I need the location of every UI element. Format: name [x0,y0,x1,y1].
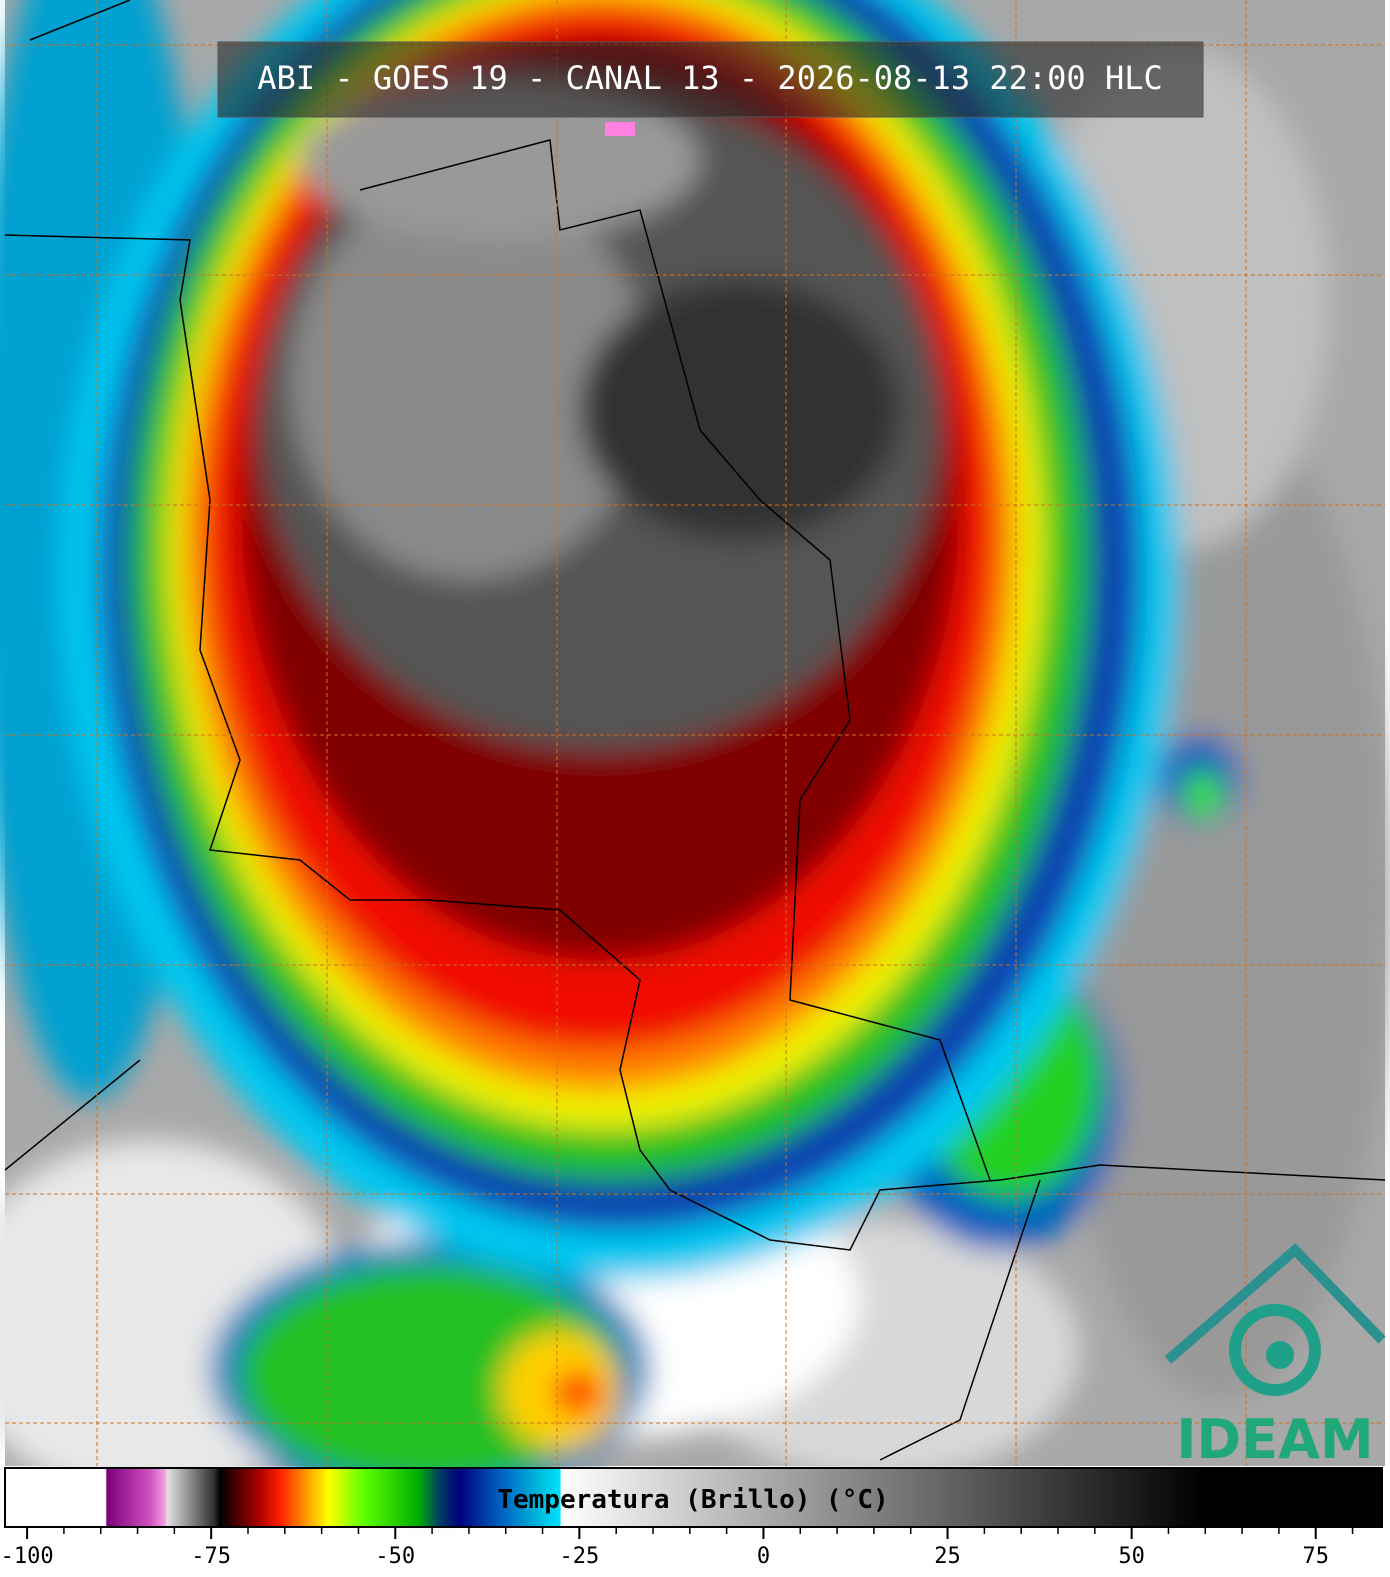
tick-label: -50 [375,1544,415,1569]
colorbar-label: Temperatura (Brillo) (°C) [497,1485,888,1515]
tick-label: 75 [1302,1544,1329,1569]
tick-label: -75 [191,1544,231,1569]
tick-label: 0 [757,1544,770,1569]
tick-label: -100 [1,1544,54,1569]
logo-text: IDEAM [1176,1408,1373,1471]
tick-label: -25 [559,1544,599,1569]
imagery [0,0,1390,1500]
boundaries [4,0,1386,1461]
title-box [217,41,1204,118]
logo: IDEAM [1164,1243,1386,1471]
title: ABI - GOES 19 - CANAL 13 - 2026-08-13 22… [257,59,1162,97]
colorbar [4,1467,1383,1528]
tick-label: 25 [934,1544,961,1569]
tick-label: 50 [1118,1544,1145,1569]
